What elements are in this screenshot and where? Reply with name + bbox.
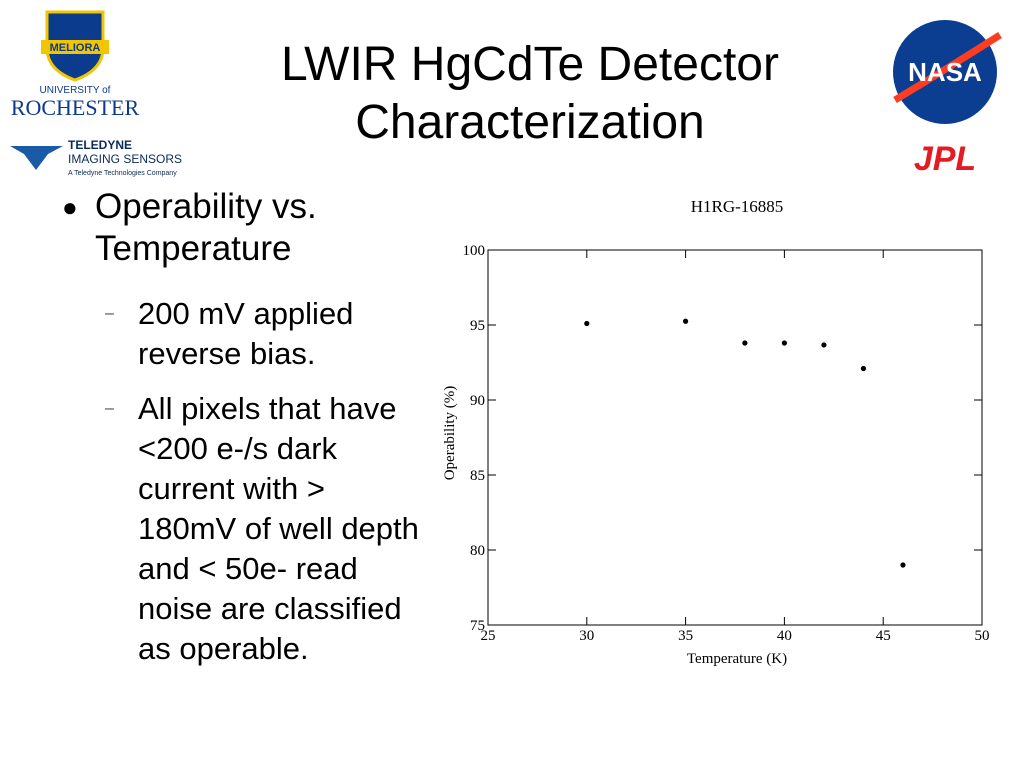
slide-title: LWIR HgCdTe Detector Characterization [281, 38, 779, 149]
point [821, 342, 827, 348]
teledyne-logo: TELEDYNE IMAGING SENSORS A Teledyne Tech… [10, 138, 182, 177]
logo-text: TELEDYNE [68, 138, 132, 152]
plot-frame [487, 249, 983, 626]
logo-text: IMAGING SENSORS [68, 152, 182, 166]
sub-bullet: – All pixels that have <200 e-/s dark cur… [105, 389, 425, 669]
chart-title: H1RG-16885 [691, 197, 784, 216]
rochester-logo: MELIORA UNIVERSITY of ROCHESTER [11, 10, 140, 120]
point [584, 320, 590, 327]
x-tick-label: 30 [579, 628, 594, 644]
nasa-jpl-logo: NASA JPL [893, 20, 1002, 175]
point [900, 562, 906, 568]
bullet-text: Operability vs. Temperature [95, 187, 317, 268]
x-axis-label: Temperature (K) [687, 651, 787, 667]
y-tick-label: 90 [470, 393, 485, 409]
x-tick-label: 40 [777, 628, 792, 644]
bullet: ● Operability vs. Temperature [62, 186, 382, 270]
point [781, 340, 787, 346]
logo-text: UNIVERSITY of [40, 85, 111, 96]
logo-text: A Teledyne Technologies Company [68, 170, 177, 177]
sub-bullet-text: 200 mV applied reverse bias. [138, 296, 354, 371]
sub-bullets: –200 mV applied reverse bias. – All pixel… [105, 294, 425, 684]
point [683, 318, 689, 324]
logo-text: MELIORA [50, 42, 101, 54]
bullet-dot: ● [62, 192, 78, 222]
logo-text: JPL [914, 140, 976, 175]
y-tick-label: 80 [470, 543, 485, 559]
x-tick-label: 45 [876, 628, 891, 644]
x-tick-label: 25 [481, 628, 496, 644]
logo-text: ROCHESTER [11, 95, 140, 120]
y-tick-label: 100 [463, 243, 486, 259]
y-axis-label: Operability (%) [442, 386, 458, 481]
x-tick-label: 50 [975, 628, 990, 644]
point [742, 340, 748, 346]
point [860, 365, 867, 372]
logo-text: NASA [908, 57, 982, 87]
x-tick-label: 35 [678, 628, 693, 644]
chart: H1RG-16885 Temperature (K) Operability (… [442, 197, 990, 667]
sub-bullet-text: All pixels that have <200 e-/s dark curr… [138, 391, 419, 666]
y-tick-label: 95 [470, 318, 485, 334]
sub-bullet: –200 mV applied reverse bias. [105, 294, 425, 374]
y-tick-label: 85 [470, 468, 485, 484]
y-tick-label: 75 [470, 618, 485, 634]
